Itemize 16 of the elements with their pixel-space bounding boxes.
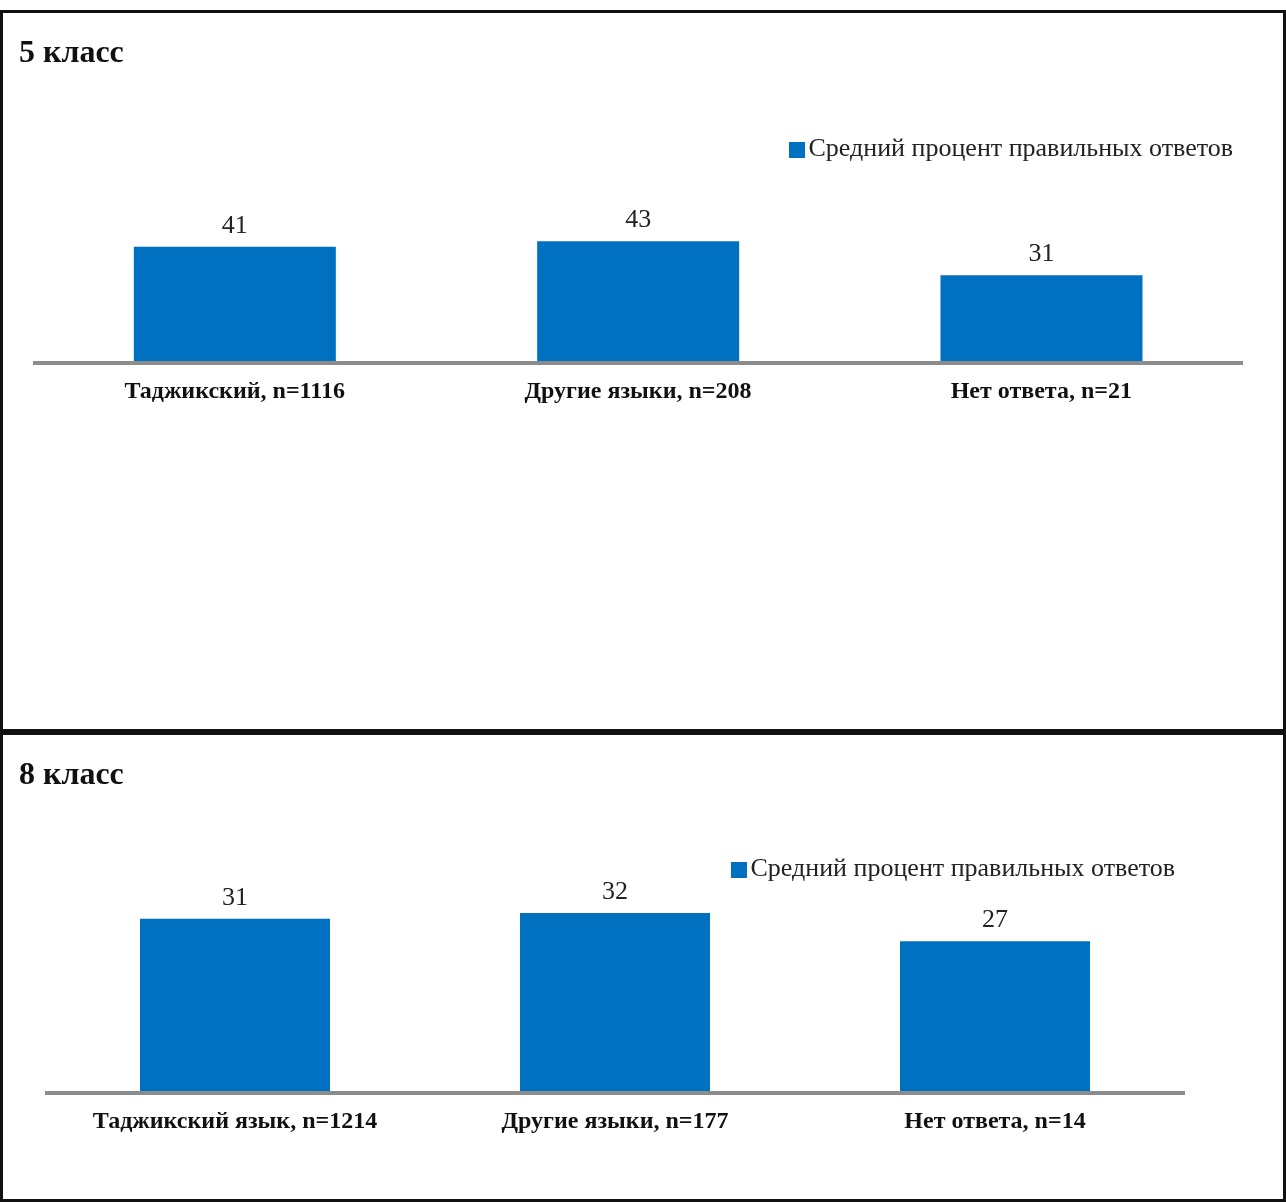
x-tick-label: Другие языки, n=177 [501, 1107, 729, 1134]
data-label: 31 [222, 881, 248, 911]
legend-label: Средний процент правильных ответов [808, 133, 1233, 162]
data-label: 31 [1028, 238, 1055, 268]
x-tick-label: Таджикский, n=1116 [124, 377, 345, 404]
chart-title: 5 класс [19, 33, 124, 70]
x-tick-label: Другие языки, n=208 [524, 377, 752, 404]
data-label: 41 [221, 209, 248, 239]
data-label: 32 [602, 876, 628, 905]
x-tick-label: Таджикский язык, n=1214 [92, 1107, 378, 1134]
legend-label: Средний процент правильных ответов [750, 853, 1175, 882]
chart-title: 8 класс [19, 755, 124, 792]
x-tick-label: Нет ответа, n=14 [904, 1107, 1086, 1134]
x-tick-label: Нет ответа, n=21 [950, 377, 1132, 404]
data-label: 27 [982, 904, 1008, 934]
data-label: 43 [625, 204, 652, 234]
